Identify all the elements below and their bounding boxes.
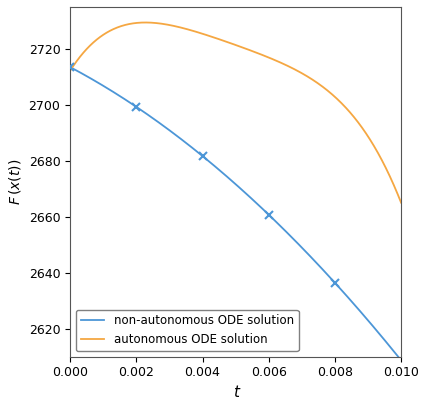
autonomous ODE solution [248,48,253,53]
non-autonomous ODE solution [227,176,232,181]
Legend: non-autonomous ODE solution, autonomous ODE solution: non-autonomous ODE solution, autonomous … [76,310,299,351]
X-axis label: t: t [233,385,239,400]
autonomous ODE solution [68,68,73,73]
autonomous ODE solution [391,183,396,188]
non-autonomous ODE solution [247,194,252,199]
autonomous ODE solution [399,200,404,205]
autonomous ODE solution [265,55,271,59]
non-autonomous ODE solution [399,358,404,363]
non-autonomous ODE solution [225,175,230,179]
autonomous ODE solution [340,101,345,106]
autonomous ODE solution [143,20,148,25]
non-autonomous ODE solution [339,287,344,292]
non-autonomous ODE solution [68,65,73,70]
non-autonomous ODE solution [391,348,396,353]
non-autonomous ODE solution [265,211,270,216]
Line: autonomous ODE solution: autonomous ODE solution [70,22,401,203]
Y-axis label: $F\,(x(t))$: $F\,(x(t))$ [7,159,23,205]
Line: non-autonomous ODE solution: non-autonomous ODE solution [70,67,401,360]
autonomous ODE solution [227,41,233,46]
autonomous ODE solution [225,40,230,45]
